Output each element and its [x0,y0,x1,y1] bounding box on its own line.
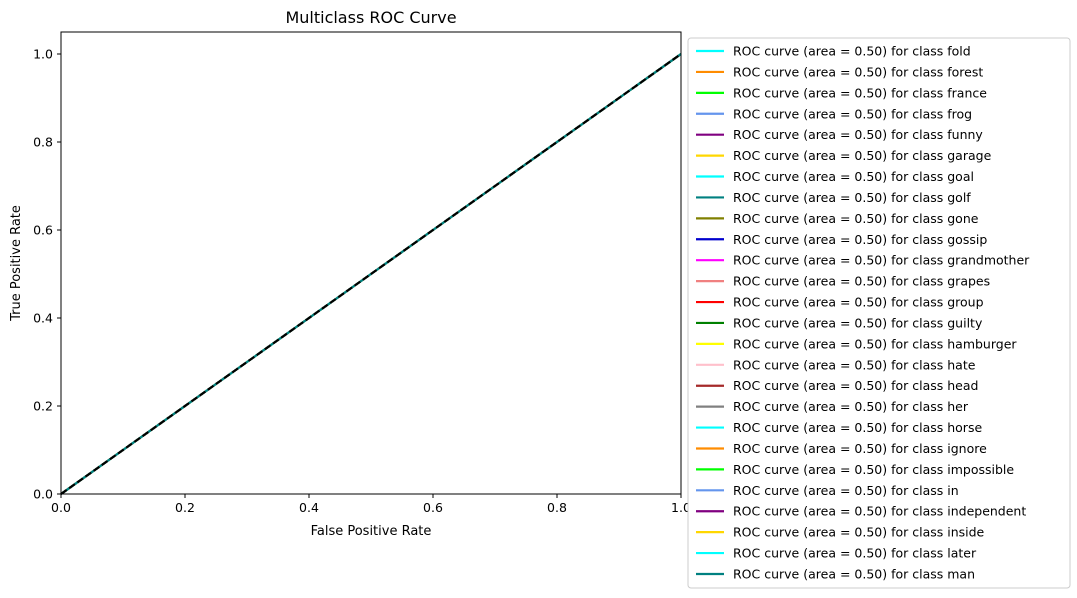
legend-label: ROC curve (area = 0.50) for class hate [733,357,976,372]
y-axis-label: True Positive Rate [9,205,24,322]
legend-label: ROC curve (area = 0.50) for class indepe… [733,504,1026,519]
legend: ROC curve (area = 0.50) for class fold RO… [687,37,1071,589]
legend-label: ROC curve (area = 0.50) for class in [733,483,959,498]
legend-label: ROC curve (area = 0.50) for class funny [733,127,983,142]
legend-label: ROC curve (area = 0.50) for class frog [733,106,972,121]
legend-label: ROC curve (area = 0.50) for class imposs… [733,462,1014,477]
x-tick-label: 0.4 [299,500,319,515]
legend-frame [687,37,1071,589]
legend-item: ROC curve (area = 0.50) for class hate [696,357,976,372]
legend-item: ROC curve (area = 0.50) for class grandm… [696,253,1030,268]
y-axis: 0.0 0.2 0.4 0.6 0.8 1.0 [33,47,61,502]
y-tick-label: 1.0 [33,47,53,62]
legend-label: ROC curve (area = 0.50) for class man [733,567,975,582]
legend-item: ROC curve (area = 0.50) for class later [696,546,977,561]
legend-item: ROC curve (area = 0.50) for class grapes [696,274,990,289]
legend-item: ROC curve (area = 0.50) for class forest [696,64,983,79]
x-tick-label: 0.0 [51,500,71,515]
legend-item: ROC curve (area = 0.50) for class indepe… [696,504,1026,519]
legend-label: ROC curve (area = 0.50) for class guilty [733,315,983,330]
y-tick-label: 0.6 [33,223,53,238]
legend-item: ROC curve (area = 0.50) for class funny [696,127,983,142]
legend-item: ROC curve (area = 0.50) for class inside [696,525,985,540]
legend-item: ROC curve (area = 0.50) for class goal [696,169,974,184]
chart-title: Multiclass ROC Curve [285,8,456,27]
diagonal-reference-line [60,53,682,495]
legend-item: ROC curve (area = 0.50) for class man [696,567,975,582]
x-tick-label: 1.0 [671,500,691,515]
y-tick-label: 0.2 [33,399,53,414]
legend-label: ROC curve (area = 0.50) for class her [733,399,969,414]
legend-label: ROC curve (area = 0.50) for class forest [733,64,983,79]
legend-item: ROC curve (area = 0.50) for class garage [696,148,992,163]
legend-label: ROC curve (area = 0.50) for class garage [733,148,992,163]
legend-item: ROC curve (area = 0.50) for class ignore [696,441,987,456]
legend-label: ROC curve (area = 0.50) for class horse [733,420,982,435]
legend-item: ROC curve (area = 0.50) for class head [696,378,978,393]
legend-item: ROC curve (area = 0.50) for class gossip [696,232,987,247]
legend-item: ROC curve (area = 0.50) for class golf [696,190,971,205]
legend-label: ROC curve (area = 0.50) for class golf [733,190,971,205]
y-tick-label: 0.8 [33,135,53,150]
legend-label: ROC curve (area = 0.50) for class gone [733,211,979,226]
legend-item: ROC curve (area = 0.50) for class frog [696,106,972,121]
legend-item: ROC curve (area = 0.50) for class her [696,399,969,414]
y-tick-label: 0.4 [33,311,53,326]
legend-item: ROC curve (area = 0.50) for class guilty [696,315,983,330]
plot-area [60,53,682,495]
legend-label: ROC curve (area = 0.50) for class inside [733,525,985,540]
legend-label: ROC curve (area = 0.50) for class hambur… [733,336,1017,351]
x-tick-label: 0.2 [175,500,195,515]
x-axis-label: False Positive Rate [311,524,432,539]
legend-item: ROC curve (area = 0.50) for class gone [696,211,979,226]
x-axis: 0.0 0.2 0.4 0.6 0.8 1.0 [51,494,691,515]
legend-label: ROC curve (area = 0.50) for class grapes [733,274,990,289]
legend-label: ROC curve (area = 0.50) for class goal [733,169,974,184]
legend-item: ROC curve (area = 0.50) for class france [696,85,987,100]
legend-label: ROC curve (area = 0.50) for class grandm… [733,253,1030,268]
legend-label: ROC curve (area = 0.50) for class gossip [733,232,987,247]
legend-item: ROC curve (area = 0.50) for class horse [696,420,982,435]
legend-label: ROC curve (area = 0.50) for class group [733,295,984,310]
y-tick-label: 0.0 [33,487,53,502]
legend-item: ROC curve (area = 0.50) for class hambur… [696,336,1017,351]
plot-frame [60,31,682,495]
legend-item: ROC curve (area = 0.50) for class group [696,295,984,310]
legend-label: ROC curve (area = 0.50) for class later [733,546,977,561]
legend-label: ROC curve (area = 0.50) for class fold [733,44,971,59]
legend-label: ROC curve (area = 0.50) for class france [733,85,987,100]
legend-label: ROC curve (area = 0.50) for class ignore [733,441,987,456]
x-tick-label: 0.6 [423,500,443,515]
x-tick-label: 0.8 [547,500,567,515]
legend-label: ROC curve (area = 0.50) for class head [733,378,978,393]
legend-items: ROC curve (area = 0.50) for class fold RO… [696,44,1030,582]
legend-item: ROC curve (area = 0.50) for class imposs… [696,462,1014,477]
legend-item: ROC curve (area = 0.50) for class fold [696,44,971,59]
legend-item: ROC curve (area = 0.50) for class in [696,483,959,498]
